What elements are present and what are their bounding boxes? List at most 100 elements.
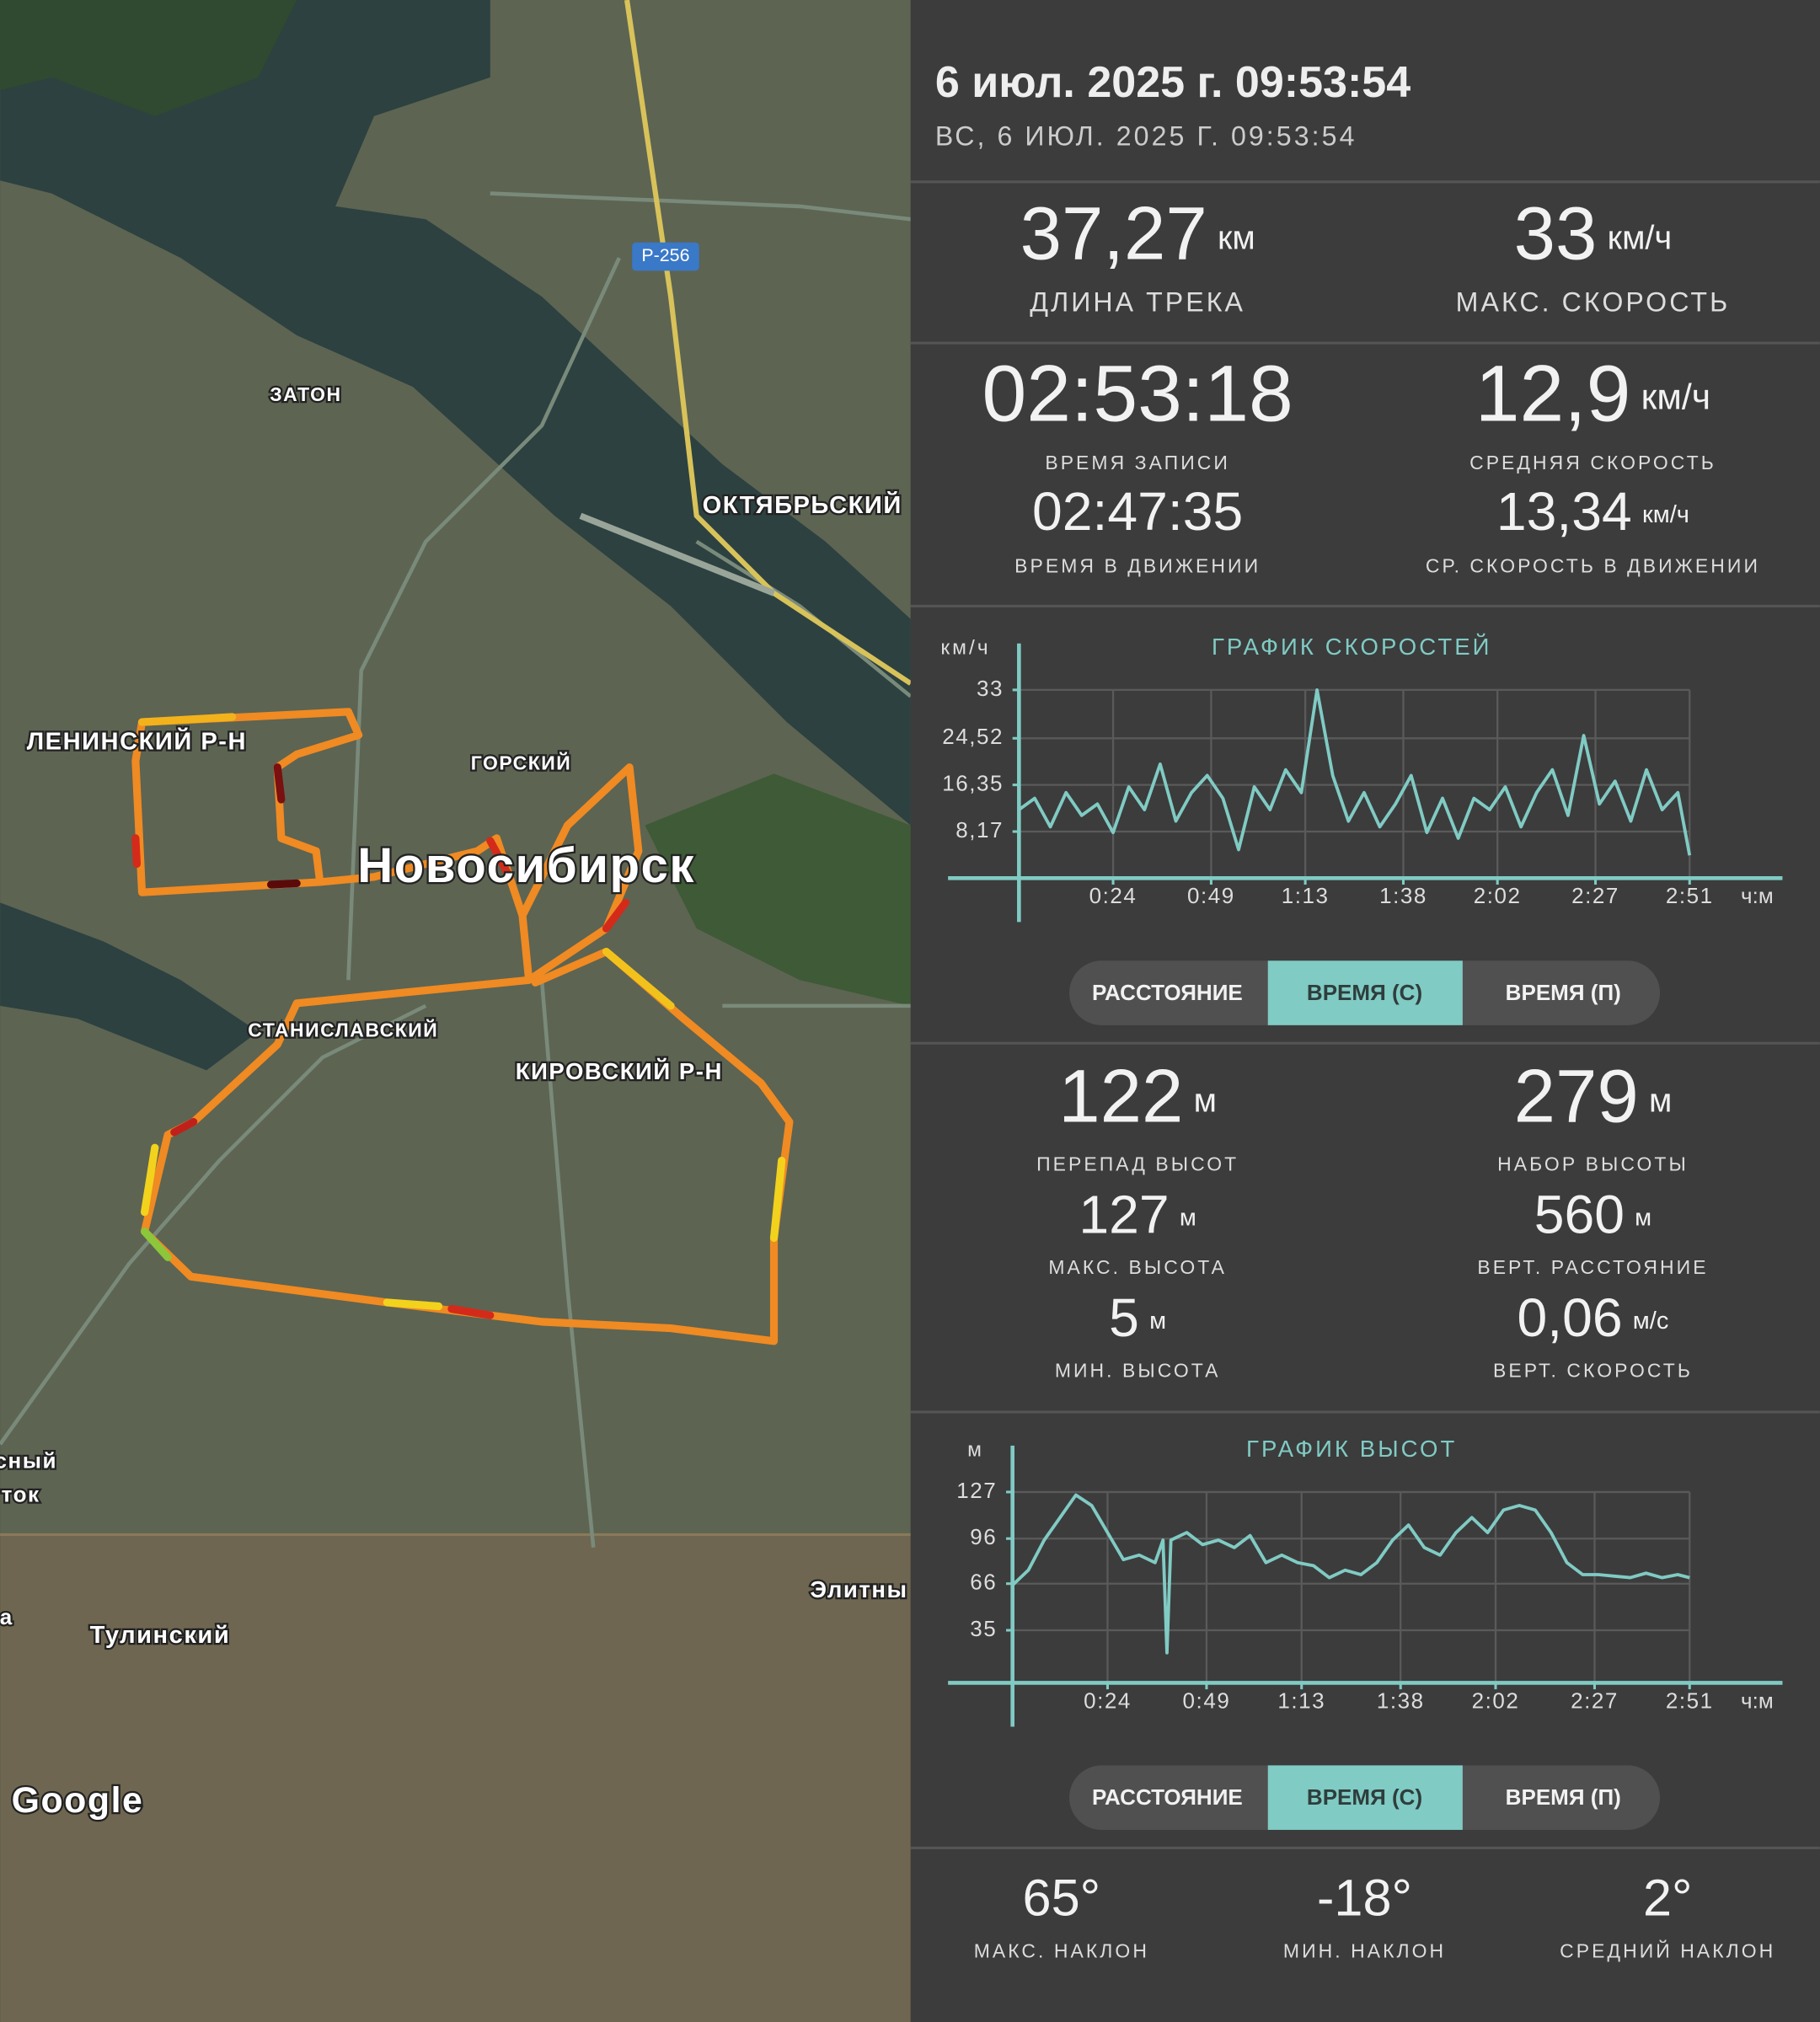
x-unit: ч:м [1741, 883, 1774, 908]
stat-label: МАКС. СКОРОСТЬ [1456, 287, 1731, 318]
x-tick-label: 1:38 [1377, 1688, 1425, 1713]
stat-label: ВРЕМЯ В ДВИЖЕНИИ [1014, 555, 1261, 577]
y-tick-label: 127 [956, 1478, 997, 1503]
y-tick-label: 24,52 [942, 724, 1004, 749]
y-unit: км/ч [940, 636, 990, 659]
toggle-button[interactable]: ВРЕМЯ (С) [1307, 980, 1422, 1005]
map-label: Элитны [810, 1576, 907, 1602]
toggle-button[interactable]: ВРЕМЯ (П) [1506, 1784, 1621, 1810]
stat-label: ВЕРТ. РАССТОЯНИЕ [1477, 1256, 1708, 1278]
stat-label: МИН. НАКЛОН [1283, 1939, 1446, 1961]
value: 0,06 [1517, 1287, 1622, 1348]
value: 12,9 [1475, 350, 1631, 439]
stat-label: МАКС. ВЫСОТА [1048, 1256, 1227, 1278]
y-tick-label: 66 [970, 1570, 997, 1595]
chart-title: ГРАФИК ВЫСОТ [1246, 1436, 1457, 1462]
unit: м [1649, 1082, 1672, 1119]
map-label: ток [2, 1481, 40, 1506]
map-label: Р-256 [641, 245, 689, 265]
stat-value: 2° [1643, 1870, 1693, 1927]
x-tick-label: 1:13 [1282, 883, 1330, 908]
map-label: Тулинский [90, 1622, 231, 1649]
y-tick-label: 8,17 [956, 817, 1004, 842]
unit: км/ч [1642, 501, 1689, 528]
stat-value: 122 м [1058, 1055, 1217, 1138]
stat-label: ВРЕМЯ ЗАПИСИ [1045, 452, 1230, 473]
toggle-active [1267, 960, 1463, 1025]
stat-value: 127 м [1079, 1184, 1196, 1244]
map-label: Google [12, 1780, 144, 1821]
toggle-button[interactable]: ВРЕМЯ (П) [1506, 980, 1621, 1005]
x-tick-label: 2:27 [1571, 1688, 1619, 1713]
value: 33 [1514, 192, 1598, 275]
stat-value: 02:53:18 [982, 350, 1293, 439]
map-label: сный [0, 1448, 57, 1474]
unit: км [1218, 219, 1255, 256]
unit: км/ч [1608, 219, 1673, 256]
unit: м [1194, 1082, 1217, 1119]
toggle-button[interactable]: РАССТОЯНИЕ [1092, 980, 1243, 1005]
stat-label: ПЕРЕПАД ВЫСОТ [1036, 1153, 1239, 1175]
toggle-active [1267, 1765, 1463, 1830]
stat-value: 0,06 м/с [1517, 1287, 1668, 1348]
value: 5 [1109, 1287, 1139, 1348]
x-tick-label: 2:51 [1666, 1688, 1714, 1713]
x-tick-label: 0:49 [1187, 883, 1235, 908]
y-unit: м [967, 1438, 984, 1461]
value: 02:53:18 [982, 350, 1293, 439]
unit: км/ч [1641, 377, 1710, 418]
map-label: КИРОВСКИЙ Р-Н [516, 1058, 723, 1084]
title: 6 июл. 2025 г. 09:53:54 [935, 58, 1410, 107]
unit: м [1149, 1308, 1166, 1335]
x-tick-label: 0:24 [1089, 883, 1138, 908]
stat-value: 02:47:35 [1032, 481, 1243, 542]
stat-value: 279 м [1514, 1055, 1673, 1138]
y-tick-label: 35 [970, 1616, 997, 1641]
road-sign [632, 242, 699, 271]
unit: м [1180, 1204, 1196, 1231]
y-tick-label: 33 [977, 676, 1004, 701]
stat-label: НАБОР ВЫСОТЫ [1497, 1153, 1689, 1175]
map-label: СТАНИСЛАВСКИЙ [248, 1019, 438, 1041]
map-label: а [0, 1604, 13, 1629]
stat-label: СРЕДНЯЯ СКОРОСТЬ [1469, 452, 1716, 473]
y-tick-label: 16,35 [942, 771, 1004, 796]
value: 02:47:35 [1032, 481, 1243, 542]
stat-value: 37,27 км [1020, 192, 1255, 275]
map-label: ЗАТОН [270, 383, 341, 405]
x-tick-label: 1:38 [1379, 883, 1427, 908]
data-line [1018, 687, 1692, 856]
value: 279 [1514, 1055, 1639, 1138]
x-tick-label: 0:49 [1183, 1688, 1231, 1713]
toggle-button[interactable]: ВРЕМЯ (С) [1307, 1784, 1422, 1810]
stat-value: 560 м [1534, 1184, 1651, 1244]
unit: м/с [1633, 1308, 1669, 1335]
map-label: ОКТЯБРЬСКИЙ [703, 490, 902, 519]
x-tick-label: 1:13 [1277, 1688, 1325, 1713]
map [0, 0, 913, 2022]
data-line [1011, 1493, 1690, 1655]
value: 13,34 [1496, 481, 1632, 542]
chart-title: ГРАФИК СКОРОСТЕЙ [1212, 634, 1492, 660]
stat-value: 13,34 км/ч [1496, 481, 1689, 542]
toggle-button[interactable]: РАССТОЯНИЕ [1092, 1784, 1243, 1810]
stat-label: СР. СКОРОСТЬ В ДВИЖЕНИИ [1426, 555, 1760, 577]
value: 127 [1079, 1184, 1169, 1244]
value: 37,27 [1020, 192, 1207, 275]
stat-label: СРЕДНИЙ НАКЛОН [1560, 1939, 1775, 1961]
x-unit: ч:м [1741, 1688, 1774, 1713]
value: -18° [1317, 1870, 1412, 1927]
separators [910, 180, 1820, 1849]
x-tick-label: 2:27 [1571, 883, 1619, 908]
value: 65° [1023, 1870, 1101, 1927]
x-tick-label: 2:51 [1666, 883, 1714, 908]
value: 560 [1534, 1184, 1625, 1244]
map-label: ГОРСКИЙ [471, 752, 572, 774]
map-label: Новосибирск [357, 838, 695, 893]
stat-label: ДЛИНА ТРЕКА [1030, 287, 1245, 318]
x-tick-label: 2:02 [1472, 1688, 1520, 1713]
x-tick-label: 0:24 [1084, 1688, 1132, 1713]
